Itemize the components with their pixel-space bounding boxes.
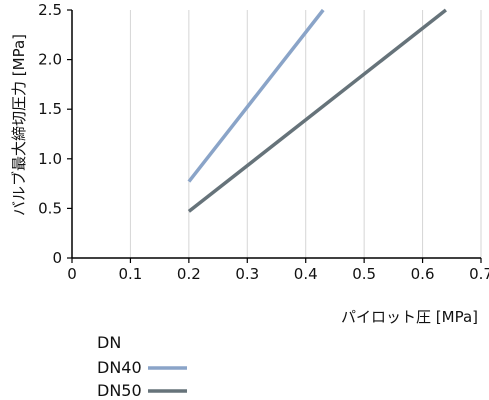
series-line-dn50: [187, 8, 447, 213]
x-tick-label: 0.5: [352, 265, 376, 283]
grid-layer: [129, 10, 482, 258]
x-axis-label: パイロット圧 [MPa]: [341, 308, 478, 326]
y-axis-label: バルブ最大締切圧力 [MPa]: [10, 34, 28, 216]
x-tick-label: 0.7: [469, 265, 489, 283]
ticks-layer: 0 0.5 1.0 1.5 2.0 2.5 0 0.1 0.2 0.3 0.4 0.5 0.6 0.7: [38, 1, 489, 283]
legend-label-dn50: DN50: [97, 381, 142, 396]
legend-items: DN40 DN50: [97, 358, 187, 400]
y-tick-label: 1.5: [38, 100, 62, 118]
x-tick-label: 0.2: [177, 265, 201, 283]
x-tick-label: 0.3: [235, 265, 259, 283]
x-tick-label: 0: [67, 265, 77, 283]
y-tick-label: 1.0: [38, 150, 62, 168]
axes-layer: [71, 10, 481, 259]
series-layer: [187, 8, 447, 213]
legend: DN DN40 DN50: [97, 333, 187, 400]
y-tick-label: 0.5: [38, 199, 62, 217]
y-tick-label: 0: [52, 249, 62, 267]
x-tick-label: 0.1: [118, 265, 142, 283]
legend-label-dn40: DN40: [97, 358, 142, 377]
series-line-dn40: [187, 8, 325, 183]
y-tick-label: 2.0: [38, 51, 62, 69]
legend-title: DN: [97, 333, 121, 352]
x-tick-label: 0.4: [294, 265, 318, 283]
x-tick-label: 0.6: [411, 265, 435, 283]
y-tick-label: 2.5: [38, 1, 62, 19]
